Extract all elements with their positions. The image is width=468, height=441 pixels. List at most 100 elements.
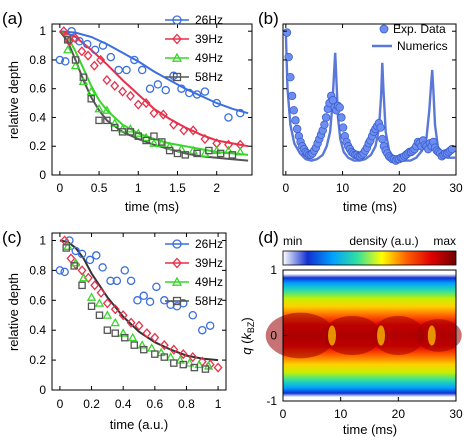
- data-point-26Hz: [90, 45, 100, 55]
- data-point-26Hz: [114, 65, 123, 75]
- data-point-39Hz: [178, 349, 188, 360]
- legend-label: 58Hz: [195, 294, 223, 308]
- data-point-58Hz: [103, 116, 111, 125]
- x-tick-label-c: 0.6: [146, 397, 163, 411]
- data-point-58Hz: [87, 95, 95, 103]
- data-point-58Hz: [130, 341, 139, 349]
- panel-b: (b) 0 10 20 30 time (ms) Exp. Data Numerics: [258, 9, 463, 214]
- data-point-49Hz: [102, 310, 113, 319]
- data-point-26Hz: [98, 263, 107, 272]
- data-point-26Hz: [161, 85, 170, 95]
- legend-label: 49Hz: [195, 275, 223, 289]
- data-point-58Hz: [62, 244, 70, 252]
- data-point-39Hz: [188, 125, 198, 136]
- data-point-39Hz: [188, 352, 198, 363]
- data-point-58Hz: [205, 146, 213, 155]
- data-point-58Hz: [134, 132, 143, 140]
- y-tick-label-c: 0: [39, 383, 46, 397]
- y-tick-label-a: 0.6: [29, 82, 46, 96]
- data-point-exp: [287, 91, 297, 101]
- x-axis-label-a: time (ms): [125, 199, 179, 214]
- data-point-49Hz: [146, 343, 157, 352]
- data-point-exp: [338, 123, 348, 132]
- data-point-58Hz: [179, 360, 188, 369]
- data-point-58Hz: [193, 149, 201, 158]
- data-point-39Hz: [169, 119, 179, 130]
- data-point-39Hz: [118, 86, 128, 97]
- data-point-39Hz: [71, 33, 80, 44]
- data-point-58Hz: [63, 36, 72, 44]
- data-point-39Hz: [66, 253, 76, 264]
- data-point-49Hz: [94, 103, 104, 113]
- data-point-26Hz: [92, 251, 101, 260]
- data-point-26Hz: [130, 55, 139, 65]
- data-point-49Hz: [164, 141, 175, 150]
- data-point-exp: [447, 144, 457, 154]
- data-point-39Hz: [142, 328, 152, 339]
- data-point-39Hz: [224, 139, 233, 150]
- heatmap-revival: [377, 325, 386, 346]
- data-point-39Hz: [102, 298, 112, 309]
- data-point-39Hz: [90, 280, 100, 291]
- x-tick-label-c: 1: [215, 397, 222, 411]
- data-point-26Hz: [83, 39, 92, 49]
- data-point-exp: [284, 52, 293, 62]
- data-point-26Hz: [133, 296, 142, 305]
- x-tick-label-b: 0: [282, 181, 289, 195]
- legend-marker: [172, 239, 182, 249]
- y-tick-label-c: 0.6: [29, 293, 46, 307]
- data-point-58Hz: [151, 350, 159, 358]
- y-tick-label-c: 0.4: [29, 323, 46, 337]
- data-point-39Hz: [125, 90, 135, 101]
- x-tick-label-a: 1: [135, 181, 142, 195]
- data-point-39Hz: [200, 133, 210, 145]
- data-point-39Hz: [110, 80, 120, 91]
- data-point-39Hz: [158, 109, 168, 120]
- data-point-49Hz: [184, 358, 195, 367]
- data-point-58Hz: [95, 311, 104, 319]
- data-point-49Hz: [94, 298, 105, 307]
- y-axis-label-a: relative depth: [6, 61, 21, 139]
- data-point-49Hz: [62, 44, 73, 54]
- data-point-49Hz: [149, 138, 159, 147]
- x-tick-label-d: 0: [280, 407, 287, 421]
- data-point-39Hz: [179, 125, 189, 136]
- x-tick-label-b: 10: [336, 181, 350, 195]
- legend-a: 26Hz 39Hz 49Hz 58Hz: [165, 13, 223, 84]
- data-point-26Hz: [137, 65, 147, 75]
- data-point-39Hz: [149, 108, 159, 119]
- colorbar-max-label: max: [433, 234, 456, 248]
- data-point-26Hz: [122, 65, 131, 75]
- data-point-39Hz: [126, 317, 136, 328]
- data-point-58Hz: [165, 146, 174, 155]
- data-point-58Hz: [71, 56, 80, 64]
- legend-marker: [172, 33, 182, 45]
- y-tick-label-c: 0.2: [29, 353, 46, 367]
- x-axis-label-b: time (ms): [343, 199, 397, 214]
- data-point-26Hz: [188, 310, 198, 320]
- data-point-49Hz: [235, 147, 245, 156]
- legend-label: 39Hz: [195, 32, 223, 46]
- data-point-49Hz: [110, 317, 120, 327]
- data-point-exp: [320, 120, 329, 129]
- data-point-58Hz: [111, 329, 120, 337]
- x-tick-label-c: 0.4: [115, 397, 132, 411]
- data-point-39Hz: [141, 98, 151, 109]
- data-point-58Hz: [121, 333, 129, 342]
- heatmap-revival: [427, 325, 436, 346]
- data-point-exp: [292, 124, 302, 134]
- fit-curve-26Hz: [59, 30, 249, 115]
- legend-label: 58Hz: [195, 70, 223, 84]
- data-point-26Hz: [139, 291, 148, 301]
- y-tick-label-c: 0.8: [29, 263, 46, 277]
- data-point-26Hz: [235, 108, 245, 118]
- data-point-49Hz: [78, 76, 89, 86]
- data-point-49Hz: [223, 145, 234, 155]
- panel-label-b: (b): [258, 9, 279, 28]
- x-tick-label-b: 20: [393, 181, 407, 195]
- heatmap-feature: [415, 319, 462, 352]
- legend-label: 39Hz: [195, 256, 223, 270]
- x-tick-label-b: 30: [449, 181, 463, 195]
- data-point-26Hz: [185, 88, 194, 98]
- data-point-58Hz: [190, 363, 199, 372]
